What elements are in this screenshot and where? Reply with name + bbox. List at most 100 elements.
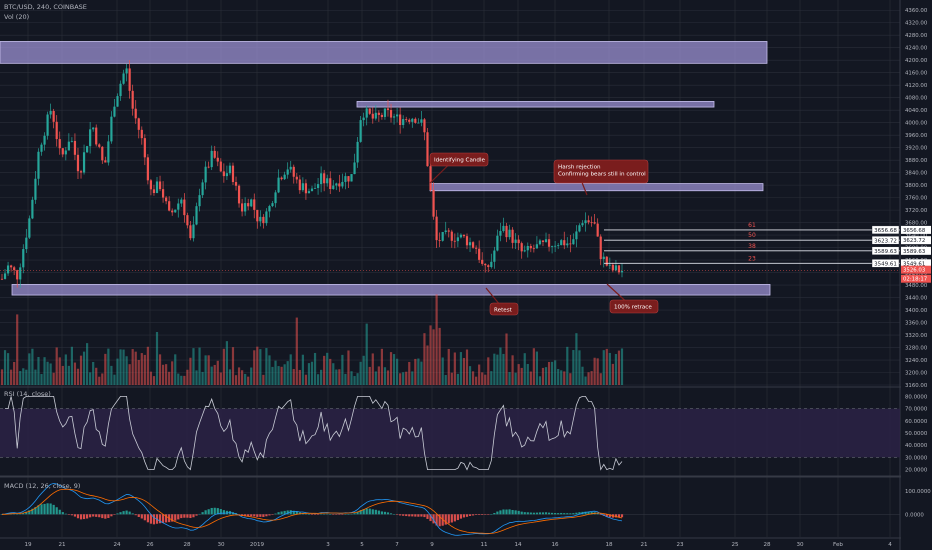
candle-body [168, 201, 171, 211]
volume-bar [225, 341, 229, 385]
candle-body [256, 209, 259, 222]
candle-body [43, 135, 46, 145]
retest-callout[interactable] [489, 302, 519, 316]
macd-histogram-bar [399, 514, 402, 516]
candle-body [323, 173, 326, 184]
volume-bar [523, 353, 526, 385]
macd-histogram-bar [189, 514, 192, 519]
axis-fib-tag [901, 246, 931, 255]
macd-histogram-bar [244, 514, 247, 517]
macd-histogram-bar [383, 511, 387, 515]
volume-bar [493, 353, 496, 385]
volume-bar [459, 352, 463, 385]
candle-body [502, 225, 505, 232]
macd-histogram-bar [237, 514, 241, 515]
time-tick-label: Feb [833, 542, 843, 548]
volume-bar [192, 348, 195, 385]
volume-bar [168, 371, 171, 385]
volume-bar [253, 350, 256, 385]
macd-histogram-bar [350, 513, 353, 515]
macd-histogram-bar [37, 505, 40, 515]
volume-bar [268, 355, 271, 385]
macd-histogram-bar [505, 509, 508, 515]
volume-bar [502, 353, 505, 385]
volume-bar [538, 376, 542, 385]
volume-bar [386, 370, 390, 385]
harsh-rejection-callout[interactable] [553, 159, 649, 184]
macd-histogram-bar [563, 513, 566, 515]
price-tick-label: 3920.00 [905, 146, 928, 152]
candle-body [465, 236, 469, 246]
candle-body [344, 176, 347, 182]
macd-histogram-bar [487, 514, 490, 515]
price-tick-label: 3680.00 [905, 221, 928, 227]
candle-body [432, 190, 435, 217]
candle-body [259, 216, 262, 222]
rsi-line [5, 396, 623, 471]
volume-bar [380, 348, 384, 385]
macd-histogram-bar [402, 514, 405, 516]
volume-bar [405, 371, 408, 385]
candle-body [453, 240, 456, 242]
volume-bar [70, 346, 74, 385]
macd-tick-label: 100.0000 [905, 489, 931, 495]
rsi-tick-label: 30.0000 [905, 455, 928, 461]
price-tick-label: 4360.00 [905, 8, 928, 14]
candle-body [523, 250, 526, 252]
macd-histogram-bar [459, 514, 463, 519]
price-tick-label: 3640.00 [905, 233, 928, 239]
macd-histogram-bar [128, 511, 131, 515]
macd-histogram-bar [389, 513, 393, 515]
candle-body [481, 259, 484, 264]
volume-bar [441, 357, 444, 385]
candle-body [532, 248, 535, 250]
volume-bar [432, 329, 435, 385]
candle-body [171, 210, 174, 213]
candle-body [286, 169, 289, 175]
candle-body [310, 188, 314, 192]
rsi-band [0, 408, 900, 458]
volume-bar [608, 352, 611, 385]
candle-body [31, 199, 34, 219]
macd-histogram-bar [253, 514, 256, 517]
macd-histogram-bar [374, 509, 377, 515]
macd-histogram-bar [441, 514, 444, 526]
volume-bar [496, 354, 499, 385]
mid-zone [356, 101, 715, 108]
price-tick-label: 3280.00 [905, 346, 928, 352]
candle-body [219, 161, 222, 172]
volume-bar [365, 323, 368, 385]
volume-bar [569, 373, 572, 385]
volume-bar [204, 355, 207, 385]
countdown-label: 02:18:17 [903, 277, 927, 283]
candle-body [262, 216, 265, 224]
macd-histogram-bar [31, 508, 34, 515]
identifying-candle-callout[interactable] [429, 152, 489, 167]
time-tick-label: 28 [183, 542, 191, 548]
volume-bar [453, 352, 456, 385]
candle-body [25, 237, 28, 250]
candle-body [475, 247, 478, 249]
price-tick-label: 3760.00 [905, 196, 928, 202]
macd-histogram-bar [192, 514, 195, 518]
volume-bar [250, 367, 253, 385]
price-tick-label: 3440.00 [905, 296, 928, 302]
volume-bar [95, 367, 98, 385]
retrace-callout[interactable] [609, 299, 659, 314]
candle-body [359, 120, 362, 142]
volume-bar [590, 371, 593, 385]
volume-bar [3, 350, 7, 385]
volume-bar [28, 353, 31, 385]
volume-bar [332, 363, 335, 385]
volume-bar [350, 371, 353, 385]
candle-body [395, 114, 399, 117]
volume-bar [55, 347, 58, 385]
candle-body [244, 203, 247, 212]
macd-histogram-bar [590, 511, 593, 515]
volume-bar [280, 366, 283, 385]
price-tick-label: 3320.00 [905, 333, 928, 339]
macd-histogram-bar [137, 514, 140, 517]
volume-bar [137, 359, 140, 385]
